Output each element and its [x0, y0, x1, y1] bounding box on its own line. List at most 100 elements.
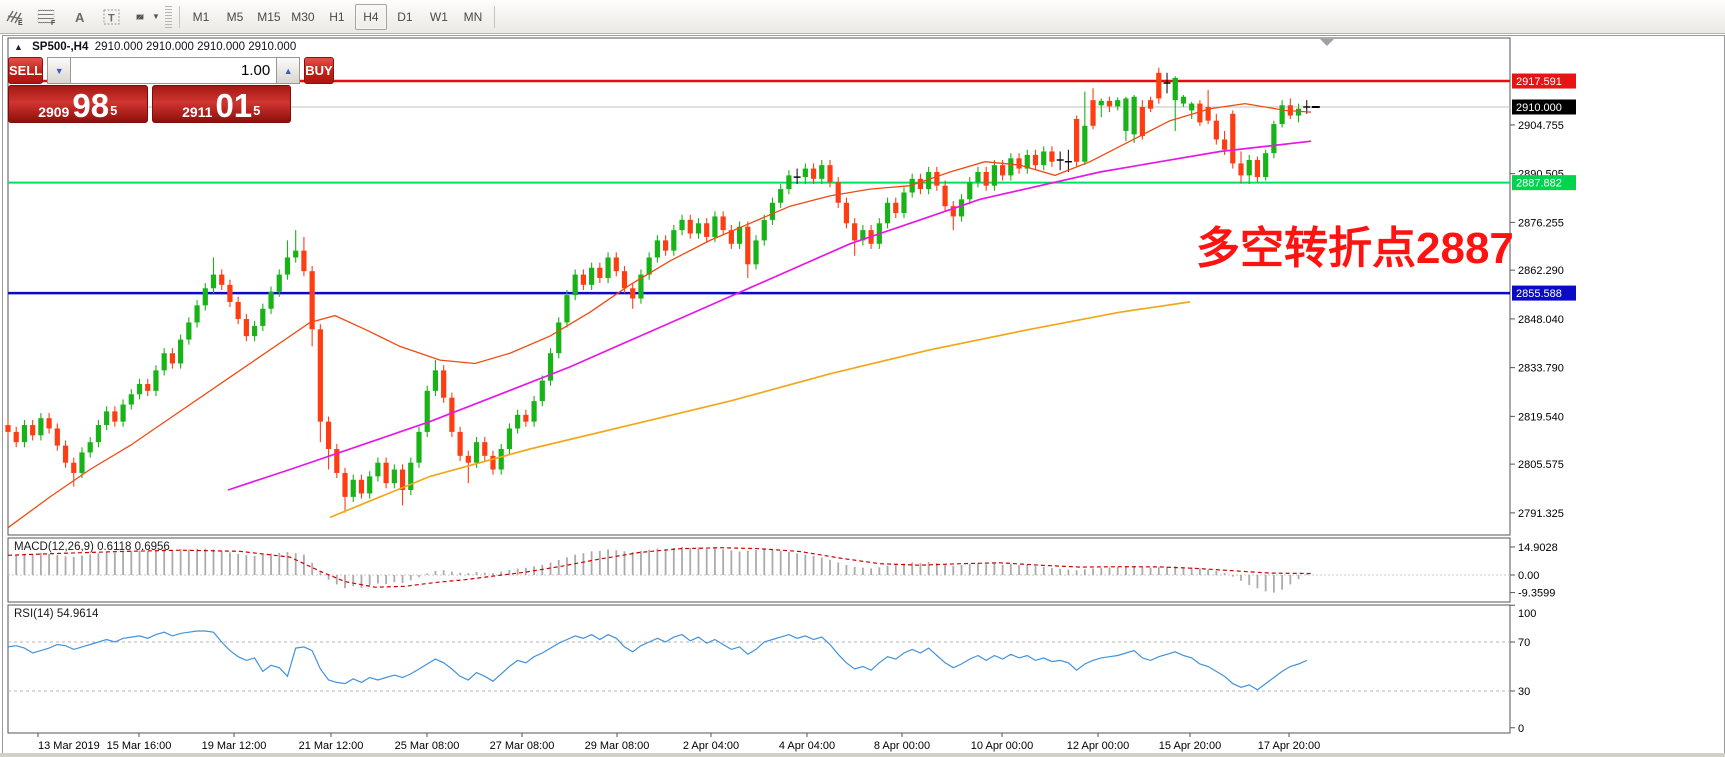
candle-body — [367, 476, 373, 494]
candle-body — [630, 288, 636, 299]
label-tool-button[interactable]: T — [97, 4, 127, 30]
x-tick-label: 17 Apr 20:00 — [1258, 740, 1320, 752]
macd-panel-frame — [7, 537, 1511, 603]
candle-body — [572, 274, 578, 296]
sell-price-integer: 2909 — [38, 104, 70, 120]
candle-body — [210, 274, 217, 289]
volume-decrease-button[interactable]: ▼ — [47, 57, 72, 84]
price-level-box-label: 2855.588 — [1516, 288, 1562, 300]
price-level-box — [1512, 73, 1576, 89]
candle-body — [1205, 107, 1211, 121]
candle-body — [358, 479, 365, 494]
fast-ma-line — [7, 102, 1312, 529]
candle-body — [810, 168, 817, 179]
candle-body — [350, 479, 356, 497]
candle-body — [424, 390, 430, 432]
candle-body — [934, 171, 940, 186]
candle-body — [819, 165, 825, 179]
sell-button[interactable]: SELL — [8, 57, 44, 84]
arrows-tool-icon — [136, 13, 144, 20]
candle-body — [136, 384, 143, 395]
arrows-tool-button[interactable]: ▼ — [129, 4, 161, 30]
candle-body — [334, 449, 340, 473]
macd-tick-label: 0.00 — [1518, 570, 1539, 582]
tab-timeframe-h4[interactable]: H4 — [354, 3, 387, 30]
candle-body — [852, 223, 858, 241]
candle-body — [1115, 100, 1121, 107]
tab-timeframe-m30[interactable]: M30 — [291, 9, 315, 24]
candle-body — [490, 455, 496, 470]
x-tick-label: 4 Apr 04:00 — [779, 740, 835, 752]
candle-body — [1139, 107, 1145, 137]
price-level-box-label: 2917.591 — [1516, 76, 1562, 88]
tab-timeframe-d1[interactable]: D1 — [397, 9, 413, 24]
y-tick-label: 2862.290 — [1518, 265, 1564, 277]
candle-body — [506, 428, 513, 449]
candle-body — [252, 325, 258, 337]
candle-body — [1197, 103, 1203, 123]
candle-body — [1221, 139, 1228, 150]
candle-body — [1131, 96, 1137, 135]
svg-text:T: T — [108, 12, 115, 24]
candle-body — [893, 202, 899, 214]
candle-body — [687, 219, 693, 234]
wave-tool-icon: E — [6, 10, 23, 26]
tab-timeframe-mn[interactable]: MN — [463, 9, 483, 24]
candle-body — [112, 411, 118, 422]
buy-button[interactable]: BUY — [304, 57, 334, 84]
tab-timeframe-h1[interactable]: H1 — [329, 9, 345, 24]
sell-price-box[interactable]: 2909 98 5 — [8, 85, 148, 123]
candle-body — [54, 428, 60, 446]
candle-body — [408, 462, 414, 491]
text-tool-button[interactable]: A — [65, 4, 95, 30]
candle-body — [547, 353, 554, 381]
buy-price-pip: 5 — [253, 103, 261, 118]
volume-increase-button[interactable]: ▲ — [276, 57, 301, 84]
candle-body — [720, 216, 726, 231]
toolbar-drag-handle[interactable] — [164, 5, 172, 28]
candle-body — [745, 226, 751, 265]
candle-body — [473, 442, 480, 463]
candle-body — [942, 185, 948, 207]
symbol-name: SP500-,H4 — [32, 41, 89, 53]
tab-timeframe-m15[interactable]: M15 — [257, 9, 281, 24]
wave-tool-button[interactable]: E — [1, 4, 31, 30]
x-tick-label: 10 Apr 00:00 — [971, 740, 1033, 752]
candle-body — [1090, 100, 1096, 126]
candle-body — [967, 182, 973, 200]
buy-price-box[interactable]: 2911 01 5 — [151, 85, 291, 123]
candle-body — [391, 469, 397, 484]
candle-body — [457, 431, 463, 456]
volume-input[interactable] — [71, 57, 277, 84]
trade-controls-row: SELL ▼ ▲ BUY — [8, 57, 334, 84]
y-tick-label: 2833.790 — [1518, 363, 1564, 375]
candle-body — [293, 250, 299, 258]
tab-timeframe-w1[interactable]: W1 — [429, 9, 448, 24]
candle-body — [860, 230, 866, 241]
text-tool-icon: A — [75, 10, 85, 25]
candle-body — [219, 274, 225, 285]
candle-body — [284, 257, 291, 275]
top-toolbar: E F A T ▼ M1 M5 M15 M30 H1 H — [0, 0, 1725, 34]
candle-body — [186, 322, 192, 340]
tab-timeframe-m5[interactable]: M5 — [226, 9, 244, 24]
candle-body — [482, 442, 488, 456]
candle-body — [1156, 72, 1162, 99]
candle-body — [926, 171, 932, 190]
candle-body — [449, 397, 455, 432]
candle-body — [769, 202, 776, 220]
mid-ma-line — [227, 140, 1312, 491]
candle-body — [901, 192, 907, 214]
tab-timeframe-m1[interactable]: M1 — [192, 9, 210, 24]
candle-body — [498, 449, 504, 470]
rsi-panel-frame — [7, 604, 1511, 734]
candle-body — [1213, 120, 1219, 140]
candle-body — [375, 462, 381, 477]
candle-body — [1254, 160, 1261, 178]
window-bottom-strip — [0, 753, 1725, 757]
candle-body — [515, 414, 521, 429]
rsi-indicator-label: RSI(14) 54.9614 — [14, 608, 99, 620]
sell-price-fraction: 98 — [72, 86, 110, 124]
fibonacci-tool-button[interactable]: F — [33, 4, 63, 30]
